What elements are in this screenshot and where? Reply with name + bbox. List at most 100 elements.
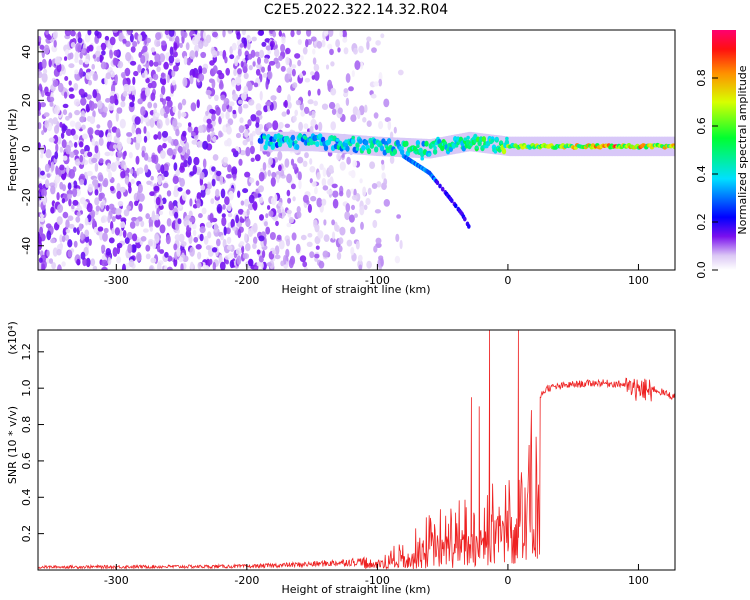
noise-cell (259, 90, 263, 101)
noise-cell (168, 30, 175, 37)
noise-cell (242, 188, 249, 194)
noise-cell (250, 114, 257, 122)
spectrogram-x-axis: -300 -200 -100 0 100 (104, 264, 649, 287)
noise-cell (310, 71, 315, 76)
noise-cell (239, 43, 244, 48)
noise-cell (286, 109, 291, 115)
noise-cell (154, 218, 161, 228)
noise-cell (258, 171, 265, 182)
noise-cell (287, 197, 292, 204)
noise-cell (171, 69, 176, 78)
noise-cell (290, 183, 296, 190)
noise-cell (280, 169, 285, 177)
noise-cell (191, 36, 199, 46)
noise-cell (211, 50, 218, 58)
noise-cell (263, 221, 268, 227)
noise-cell (38, 236, 42, 244)
noise-cell (109, 36, 116, 46)
noise-cell (261, 41, 267, 47)
noise-cell (146, 37, 151, 44)
noise-cell (242, 253, 248, 259)
noise-cell (226, 137, 232, 147)
noise-cell (126, 205, 132, 210)
noise-cell (231, 148, 237, 153)
noise-cell (152, 73, 159, 81)
noise-cell (137, 34, 143, 42)
noise-cell (75, 121, 82, 130)
noise-cell (200, 51, 207, 59)
noise-cell (65, 144, 71, 155)
x-tick-label: -300 (104, 274, 129, 287)
noise-cell (189, 198, 193, 207)
noise-cell (218, 116, 222, 125)
noise-cell (302, 47, 308, 55)
noise-cell (250, 141, 254, 146)
noise-cell (303, 123, 309, 130)
noise-cell (159, 93, 164, 99)
noise-cell (187, 125, 193, 133)
noise-cell (50, 206, 55, 214)
noise-cell (165, 117, 170, 126)
noise-cell (197, 125, 204, 133)
noise-cell (265, 45, 272, 51)
trace-cell (481, 136, 487, 143)
noise-cell (94, 162, 99, 172)
noise-cell (255, 122, 260, 128)
trace-cell (474, 145, 479, 150)
noise-cell (206, 134, 211, 143)
noise-cell (192, 164, 197, 175)
noise-cell (328, 101, 336, 110)
noise-cell (221, 103, 227, 112)
noise-cell (180, 241, 187, 247)
noise-cell (280, 65, 286, 72)
noise-cell (192, 229, 197, 237)
noise-cell (65, 219, 70, 229)
noise-cell (277, 150, 283, 161)
noise-cell (38, 111, 42, 117)
noise-cell (253, 82, 259, 88)
noise-cell (387, 120, 392, 131)
trace-cell (504, 139, 510, 146)
noise-cell (249, 145, 255, 155)
noise-cell (285, 56, 290, 66)
noise-cell (291, 64, 297, 69)
noise-cell (268, 210, 274, 217)
colorbar-tick-label: 0.0 (695, 261, 708, 279)
noise-cell (147, 101, 153, 109)
noise-cell (120, 101, 126, 108)
noise-cell (218, 254, 223, 265)
noise-cell (276, 234, 282, 240)
noise-cell (149, 226, 153, 232)
noise-cell (300, 234, 307, 241)
noise-cell (281, 208, 286, 219)
noise-cell (209, 60, 215, 66)
noise-cell (96, 45, 102, 52)
noise-cell (108, 237, 115, 244)
noise-cell (219, 79, 224, 89)
spectrogram-cells (38, 30, 675, 270)
noise-cell (137, 64, 142, 73)
noise-cell (342, 36, 348, 43)
noise-cell (159, 97, 164, 103)
noise-cell (255, 68, 261, 76)
noise-cell (224, 196, 230, 206)
noise-cell (222, 30, 226, 38)
noise-cell (129, 221, 136, 229)
trace-halo-cell (405, 138, 408, 158)
noise-cell (145, 253, 151, 260)
noise-cell (49, 101, 54, 107)
noise-cell (124, 67, 131, 77)
noise-cell (287, 94, 291, 103)
noise-cell (167, 136, 172, 144)
noise-cell (212, 261, 216, 270)
noise-cell (287, 101, 292, 109)
noise-cell (227, 253, 235, 259)
noise-cell (312, 57, 317, 65)
noise-cell (312, 48, 316, 55)
noise-cell (138, 193, 145, 202)
noise-cell (116, 256, 122, 264)
noise-cell (197, 251, 202, 260)
noise-cell (103, 227, 109, 234)
noise-cell (309, 166, 316, 173)
noise-cell (63, 91, 68, 99)
